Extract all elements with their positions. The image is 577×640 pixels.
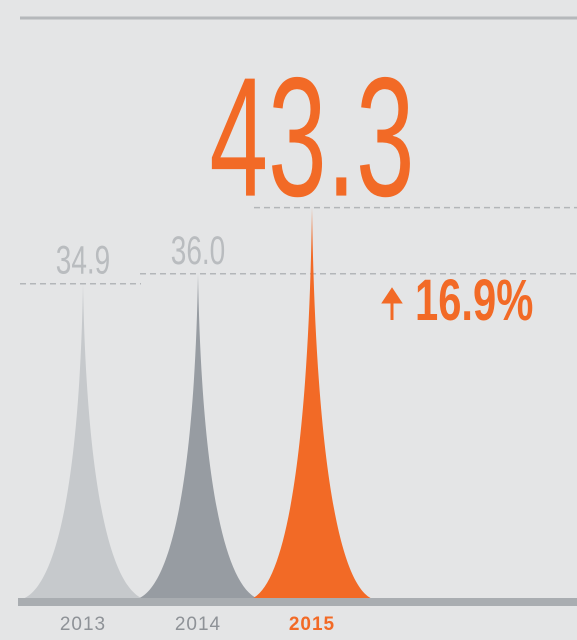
year-label: 2015 <box>289 614 335 635</box>
baseline <box>18 598 577 606</box>
spike <box>134 273 262 600</box>
value-label: 34.9 <box>56 239 110 283</box>
value-label-group: 43.3 <box>209 42 414 232</box>
up-arrow <box>381 287 403 320</box>
value-label-group: 36.0 <box>171 229 225 273</box>
value-label: 36.0 <box>171 229 225 273</box>
headline-value: 43.3 <box>209 42 414 232</box>
spike <box>19 283 147 600</box>
change-annotation: 16.9% <box>415 267 533 332</box>
annotation-group: 16.9% <box>415 267 533 332</box>
year-label: 2013 <box>60 614 106 635</box>
year-label: 2014 <box>175 614 221 635</box>
value-label-group: 34.9 <box>56 239 110 283</box>
spike <box>248 207 376 600</box>
